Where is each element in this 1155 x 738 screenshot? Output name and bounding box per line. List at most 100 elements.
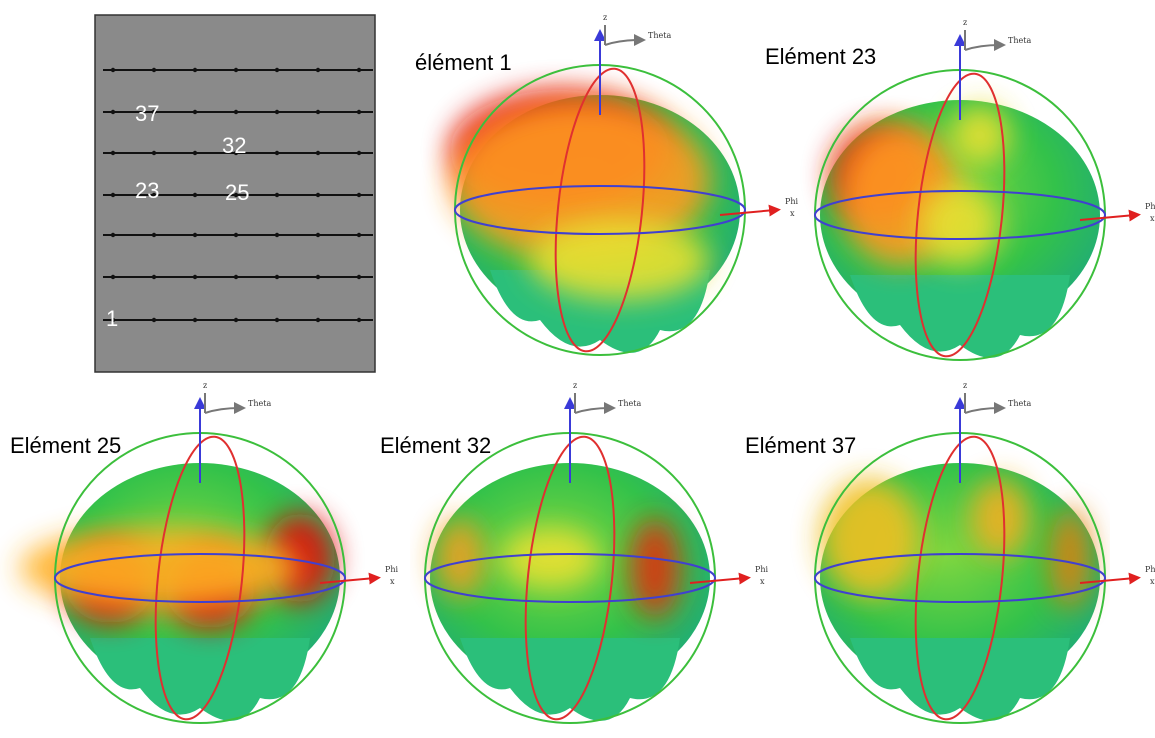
pattern-hotspot [500,528,600,588]
array-element [192,317,198,323]
array-element [110,150,116,156]
array-element [110,192,116,198]
equator [54,553,346,603]
array-element [110,317,116,323]
pattern-hotspot [530,220,710,300]
pattern-hotspot [970,478,1030,558]
array-label: 1 [106,306,118,331]
z-label: z [573,381,577,390]
array-element [233,274,239,280]
phi-label: Phi [1145,202,1155,211]
array-element [192,274,198,280]
radiation-pattern: z Theta Phi x [424,381,769,724]
array-element [151,150,157,156]
z-label: z [603,13,607,22]
panel-label: Elément 32 [380,433,491,458]
array-element [233,192,239,198]
pattern-hotspot [920,185,1000,265]
panel-label: Elément 25 [10,433,121,458]
pattern-hotspot [435,518,485,598]
array-element [151,192,157,198]
theta-arrow [604,25,640,45]
equator [814,553,1106,603]
phi-label: Phi [385,565,399,574]
array-element [233,109,239,115]
array-element [315,317,321,323]
phi-axis [689,572,751,585]
pattern-hotspot [820,478,920,598]
pattern-lobes [850,638,1070,721]
phi-label: Phi [755,565,769,574]
array-element [110,67,116,73]
phi-label: Phi [785,197,799,206]
pattern-lobes [90,638,310,721]
array-element [233,317,239,323]
panel-label: Elément 37 [745,433,856,458]
theta-arrow [204,393,240,413]
array-element [315,274,321,280]
array-label: 25 [225,180,249,205]
array-element [233,232,239,238]
x-label: x [390,577,395,586]
array-element [233,67,239,73]
array-label: 32 [222,133,246,158]
meridian [154,435,246,721]
x-label: x [1150,577,1155,586]
array-element [274,109,280,115]
theta-label: Theta [1008,36,1031,45]
array-element [110,109,116,115]
phi-axis [319,572,381,585]
theta-label: Theta [248,399,271,408]
pattern-hotspot [450,100,710,260]
phi-axis [1079,572,1141,585]
array-element [356,109,362,115]
theta-label: Theta [1008,399,1031,408]
array-element [192,109,198,115]
pattern-hotspot [950,105,1010,165]
pattern-hotspot [630,518,680,618]
pattern-lobes [850,275,1070,358]
array-element [192,67,198,73]
array-element [315,109,321,115]
array-element [151,232,157,238]
array-element [192,192,198,198]
array-element [356,317,362,323]
array-element [110,274,116,280]
radiation-pattern: z Theta Phi x [814,381,1155,724]
x-label: x [1150,214,1155,223]
array-element [274,274,280,280]
phi-axis [1079,209,1141,222]
x-label: x [790,209,795,218]
array-label: 23 [135,178,159,203]
array-element [356,150,362,156]
array-element [274,192,280,198]
array-element [274,67,280,73]
array-label: 37 [135,101,159,126]
radiation-pattern: z Theta Phi x [450,13,799,356]
equator [814,190,1106,240]
phi-axis [719,204,781,217]
array-element [356,274,362,280]
array-element [151,109,157,115]
pattern-hotspot [20,528,300,608]
theta-label: Theta [618,399,641,408]
radiation-pattern: z Theta Phi x [814,18,1155,361]
array-element [151,67,157,73]
array-element [315,192,321,198]
equator [424,553,716,603]
equator [454,185,746,235]
array-element [192,150,198,156]
array-element [274,317,280,323]
array-element [274,150,280,156]
x-label: x [760,577,765,586]
theta-arrow [964,30,1000,50]
phi-label: Phi [1145,565,1155,574]
array-element [356,67,362,73]
array-element [192,232,198,238]
z-label: z [963,18,967,27]
theta-label: Theta [648,31,671,40]
meridian [524,435,616,721]
pattern-lobes [460,638,680,721]
panel-label: Elément 23 [765,44,876,69]
array-element [274,232,280,238]
